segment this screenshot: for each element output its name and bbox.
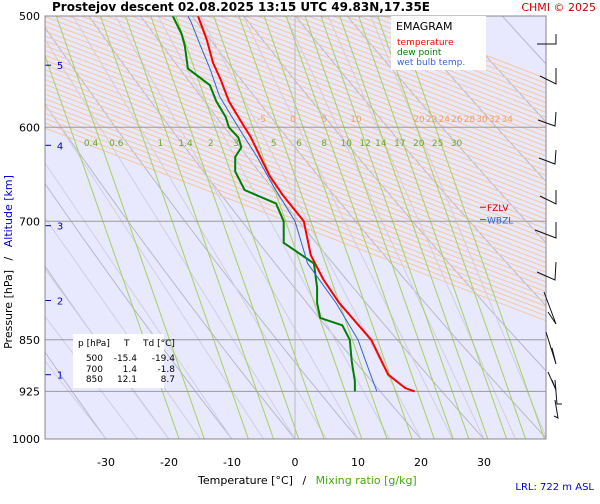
isotherm-label: 20 [413, 115, 425, 125]
table-cell-p: 500 [86, 354, 103, 364]
altitude-tick-label: 5 [57, 61, 63, 72]
x-tick-label: -20 [160, 456, 178, 469]
credit-text: CHMI © 2025 [521, 1, 596, 14]
mixing-ratio-label: 1.4 [178, 139, 193, 149]
isotherm-label: 22 [426, 115, 437, 125]
isotherm-label: 34 [501, 115, 513, 125]
x-axis-mixing-label: Mixing ratio [g/kg] [316, 474, 417, 487]
level-label-fzlv: FZLV [487, 204, 509, 214]
mixing-ratio-label: 0.6 [109, 139, 124, 149]
altitude-tick-label: 1 [57, 371, 63, 382]
mixing-ratio-label: 14 [375, 139, 387, 149]
x-tick-label: 20 [414, 456, 428, 469]
table-header-p: p [hPa] [78, 339, 110, 349]
altitude-tick-label: 4 [57, 141, 63, 152]
table-cell-p: 850 [86, 375, 103, 385]
y-tick-label: 1000 [12, 433, 40, 446]
mixing-ratio-label: 8 [321, 139, 327, 149]
x-axis-separator: / [302, 474, 306, 487]
mixing-ratio-label: 17 [394, 139, 405, 149]
mixing-ratio-label: 0.4 [84, 139, 99, 149]
x-tick-label: 0 [292, 456, 299, 469]
legend-title: EMAGRAM [396, 20, 453, 33]
wind-barb [546, 332, 556, 364]
legend: EMAGRAM temperature dew point wet bulb t… [391, 16, 486, 70]
table-header-td: Td [°C] [142, 339, 175, 349]
mixing-ratio-label: 30 [451, 139, 463, 149]
y-tick-label: 925 [19, 385, 40, 398]
wind-barb [555, 380, 562, 404]
isotherm-label: -5 [257, 115, 266, 125]
y-tick-label: 850 [19, 334, 40, 347]
table-cell-td: 8.7 [161, 375, 175, 385]
mixing-ratio-label: 3 [233, 139, 239, 149]
isotherm-label: 32 [489, 115, 500, 125]
lrl-label: LRL: 722 m ASL [515, 482, 594, 493]
table-cell-t: -15.4 [114, 354, 138, 364]
isotherm-label: 10 [350, 115, 362, 125]
isotherm-label: 24 [438, 115, 450, 125]
x-tick-label: 10 [351, 456, 365, 469]
legend-item-wetbulb: wet bulb temp. [397, 58, 465, 68]
x-tick-label: 30 [477, 456, 491, 469]
chart-title: Prostejov descent 02.08.2025 13:15 UTC 4… [52, 0, 430, 14]
x-tick-label: -10 [223, 456, 241, 469]
y-axis-altitude-label: Altitude [km] [2, 175, 15, 247]
table-row: 700 1.4 -1.8 [86, 365, 175, 375]
level-label-wbzl: WBZL [487, 217, 513, 227]
x-axis-title: Temperature [°C] / Mixing ratio [g/kg] [197, 474, 417, 487]
mixing-ratio-label: 20 [413, 139, 425, 149]
legend-item-dewpoint: dew point [397, 48, 442, 58]
table-cell-t: 1.4 [123, 365, 138, 375]
mixing-ratio-label: 2 [208, 139, 214, 149]
table-row: 850 12.1 8.7 [86, 375, 175, 385]
isotherm-label: 28 [464, 115, 476, 125]
y-tick-label: 700 [19, 215, 40, 228]
table-cell-td: -19.4 [152, 354, 176, 364]
mixing-ratio-label: 5 [271, 139, 277, 149]
y-tick-label: 600 [19, 121, 40, 134]
mixing-ratio-label: 10 [341, 139, 353, 149]
sounding-table: p [hPa] T Td [°C] 500 -15.4 -19.4 700 1.… [73, 334, 175, 388]
y-axis-separator: / [2, 256, 15, 260]
table-cell-t: 12.1 [117, 375, 137, 385]
mixing-ratio-label: 12 [359, 139, 370, 149]
isotherm-label: 5 [322, 115, 328, 125]
isotherm-label: 0 [290, 115, 296, 125]
wind-barb [554, 400, 558, 418]
y-axis-title: Pressure [hPa] / Altitude [km] [2, 175, 15, 349]
table-cell-td: -1.8 [157, 365, 175, 375]
legend-item-temperature: temperature [397, 38, 454, 48]
y-axis-pressure-label: Pressure [hPa] [2, 270, 15, 349]
isotherm-label: 30 [476, 115, 488, 125]
isotherm-label: 26 [451, 115, 463, 125]
x-tick-label: -30 [97, 456, 115, 469]
mixing-ratio-label: 25 [432, 139, 443, 149]
mixing-ratio-label: 6 [296, 139, 302, 149]
mixing-ratio-label: 1 [158, 139, 164, 149]
x-axis-temp-label: Temperature [°C] [197, 474, 293, 487]
table-cell-p: 700 [86, 365, 103, 375]
table-row: 500 -15.4 -19.4 [86, 354, 175, 364]
altitude-tick-label: 3 [57, 222, 63, 233]
dry-adiabat-line [554, 16, 600, 439]
altitude-tick-label: 2 [57, 297, 63, 308]
table-header-t: T [123, 339, 130, 349]
y-tick-label: 500 [19, 10, 40, 23]
